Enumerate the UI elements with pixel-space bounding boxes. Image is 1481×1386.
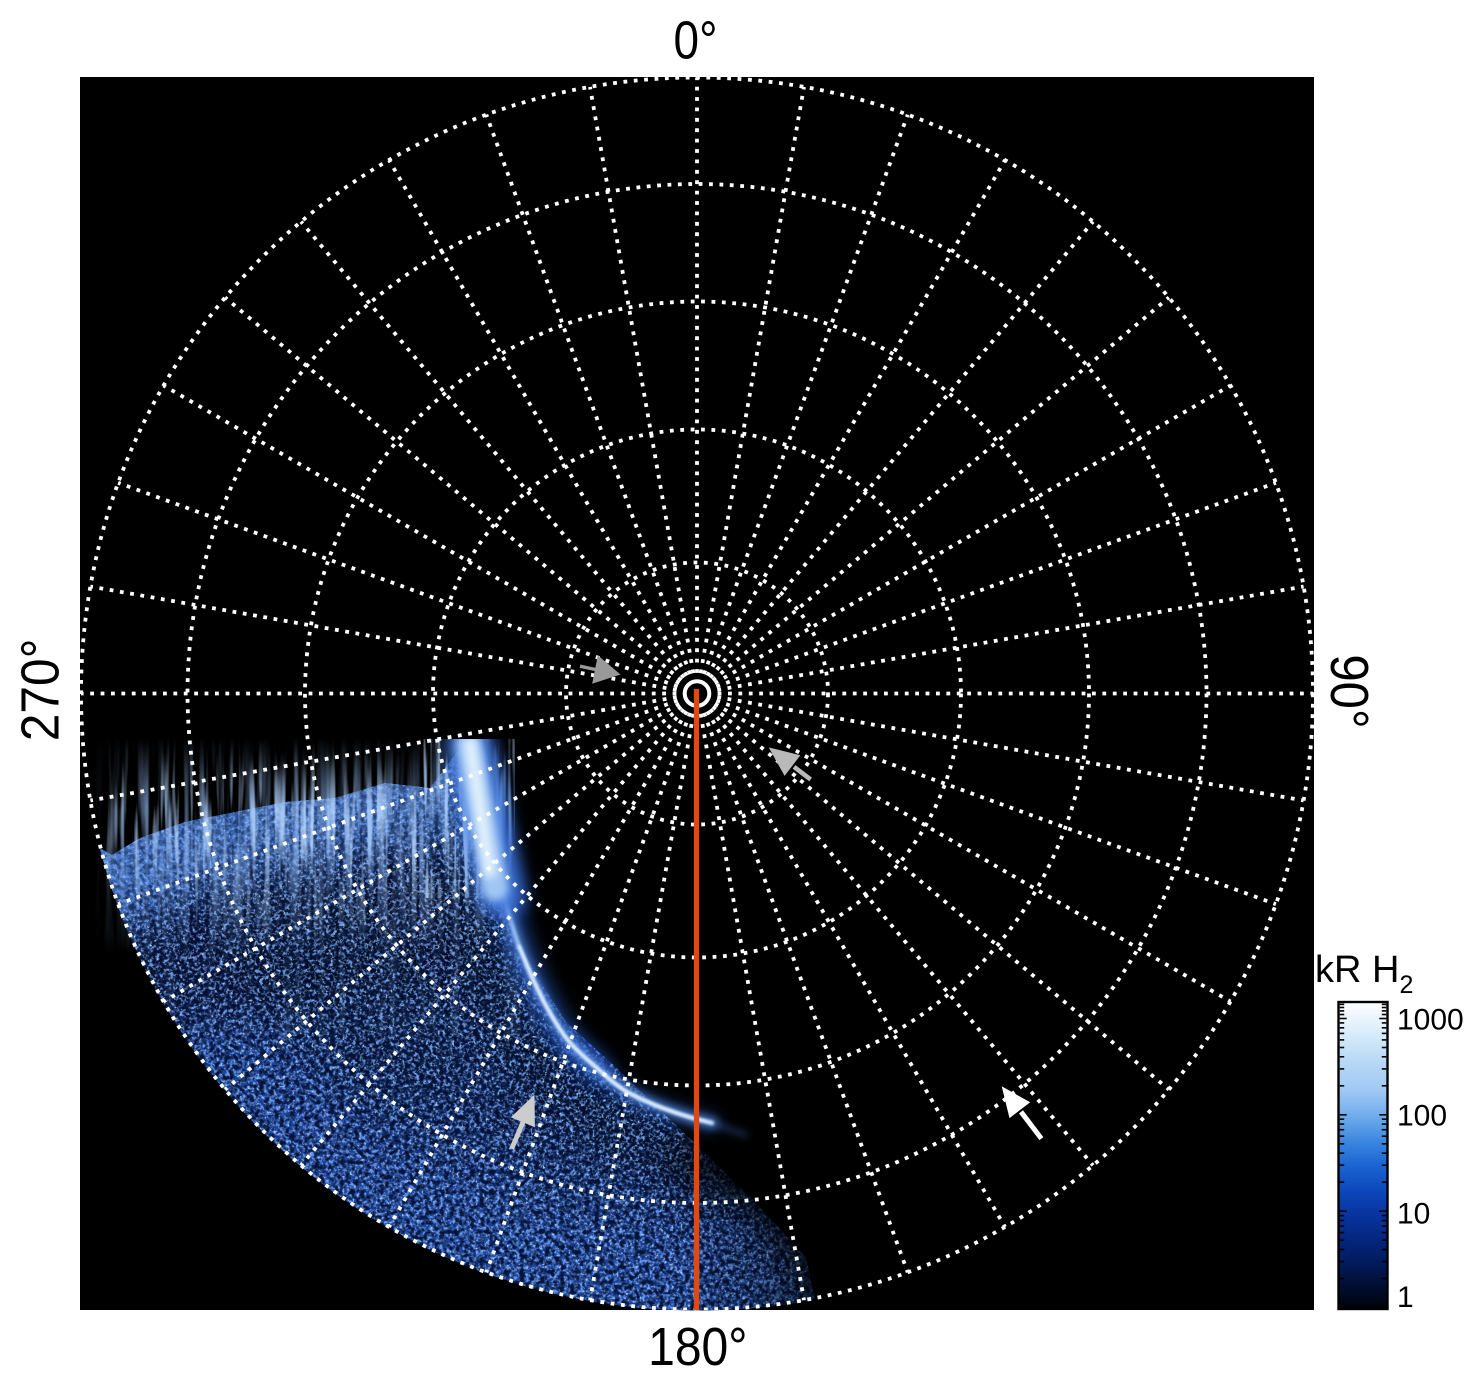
svg-text:1: 1 — [1397, 1281, 1414, 1314]
svg-text:270°: 270° — [9, 639, 69, 742]
svg-text:100: 100 — [1397, 1100, 1447, 1133]
svg-text:1000: 1000 — [1397, 1004, 1464, 1037]
svg-text:0°: 0° — [674, 10, 718, 70]
svg-text:10: 10 — [1397, 1198, 1430, 1231]
svg-text:90°: 90° — [1320, 654, 1381, 728]
svg-text:180°: 180° — [648, 1317, 747, 1377]
svg-text:kR H2: kR H2 — [1315, 949, 1413, 999]
